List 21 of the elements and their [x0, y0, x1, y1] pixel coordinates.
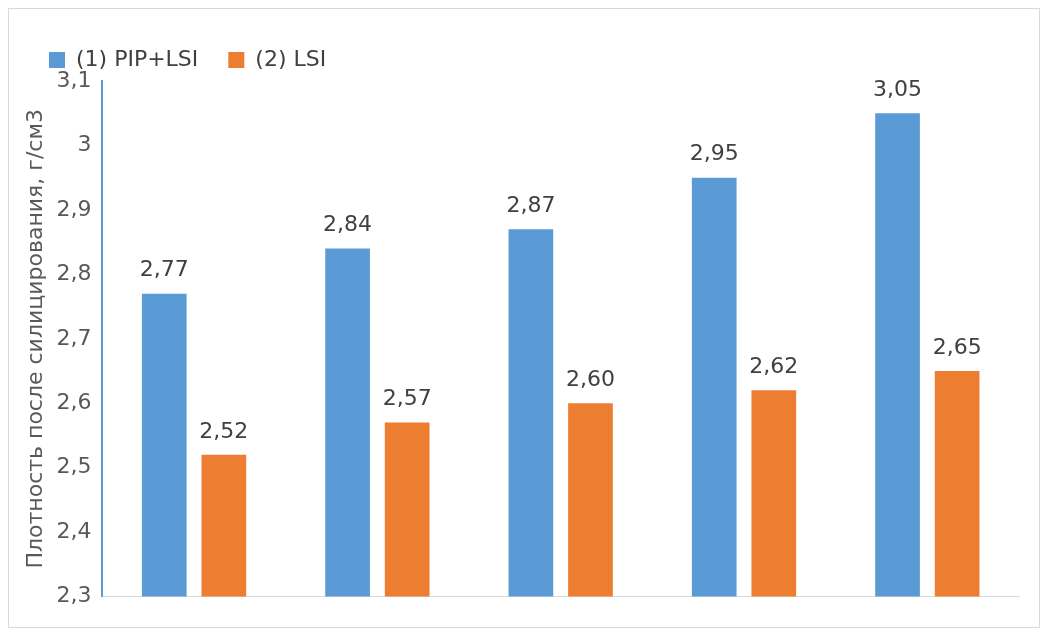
y-tick-label: 2,7: [56, 324, 92, 350]
data-label: 2,60: [565, 365, 615, 391]
data-label: 2,84: [323, 211, 373, 237]
y-tick-label: 3: [77, 131, 92, 157]
data-label: 2,52: [199, 417, 249, 443]
y-axis-title: Плотность после силицирования, г/см3: [21, 109, 47, 569]
data-label: 2,77: [139, 256, 189, 282]
data-label: 2,87: [506, 191, 556, 217]
y-tick-label: 2,8: [56, 260, 92, 286]
data-label: 2,62: [749, 353, 799, 379]
y-tick-label: 2,9: [56, 195, 92, 221]
data-label: 2,65: [932, 333, 982, 359]
legend-label: (1) PIP+LSI: [76, 45, 199, 71]
y-tick-label: 2,4: [56, 517, 92, 543]
y-tick-label: 2,5: [56, 453, 92, 479]
y-tick-label: 2,3: [56, 582, 92, 608]
data-label: 2,57: [382, 385, 432, 411]
legend-label: (2) LSI: [255, 45, 327, 71]
data-label: 2,95: [689, 140, 739, 166]
y-tick-label: 2,6: [56, 388, 92, 414]
data-label: 3,05: [873, 75, 923, 101]
